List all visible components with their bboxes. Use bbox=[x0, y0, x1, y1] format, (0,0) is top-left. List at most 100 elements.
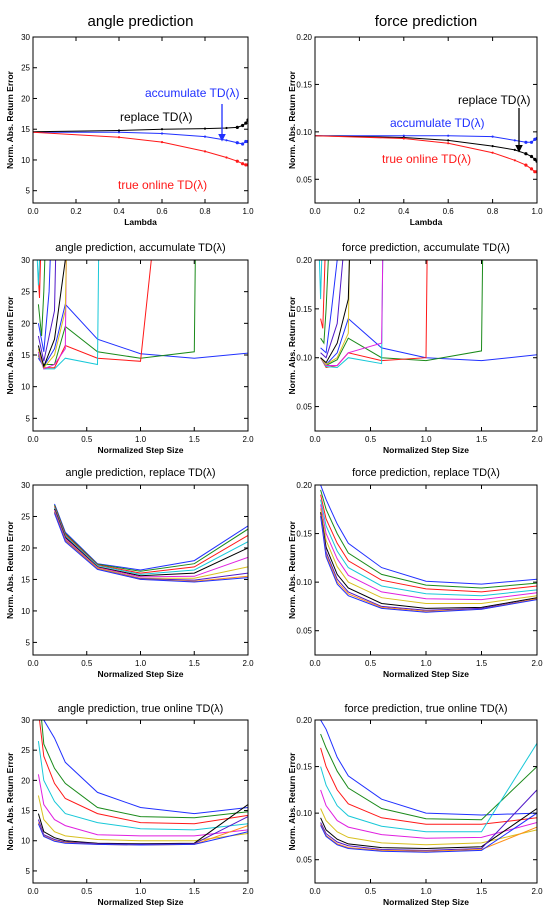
data-point bbox=[235, 141, 239, 145]
y-tick-label: 15 bbox=[21, 807, 30, 816]
chart-panel-3: force prediction, accumulate TD(λ) 0.0 0.5… bbox=[287, 242, 543, 455]
series-line-0 bbox=[43, 720, 248, 815]
plot-frame bbox=[314, 36, 538, 204]
x-tick-label: 0.4 bbox=[113, 207, 125, 216]
data-point bbox=[447, 139, 450, 142]
x-tick-label: 0.8 bbox=[487, 207, 499, 216]
x-tick-label: 0.0 bbox=[27, 887, 39, 896]
series-line-9 bbox=[320, 260, 329, 345]
series-line-1 bbox=[41, 720, 248, 819]
data-point bbox=[225, 139, 228, 142]
x-tick-label: 0.0 bbox=[309, 435, 321, 444]
y-tick-label: 5 bbox=[26, 638, 31, 647]
x-tick-label: 0.8 bbox=[199, 207, 211, 216]
x-tick-label: 1.0 bbox=[135, 435, 147, 444]
y-axis-label: Norm. Abs. Return Error bbox=[287, 296, 297, 395]
y-axis-label: Norm. Abs. Return Error bbox=[287, 520, 297, 619]
x-axis-label: Normalized Step Size bbox=[383, 669, 469, 679]
x-tick-label: 0.0 bbox=[309, 207, 321, 216]
y-tick-label: 30 bbox=[21, 256, 30, 265]
y-tick-label: 30 bbox=[21, 716, 30, 725]
y-axis-label: Norm. Abs. Return Error bbox=[287, 752, 297, 851]
series-line-6 bbox=[37, 260, 67, 369]
series-line-2 bbox=[54, 506, 248, 574]
series-line-9 bbox=[320, 812, 537, 853]
data-point bbox=[533, 157, 537, 161]
annotation-label: replace TD(λ) bbox=[120, 110, 192, 124]
y-tick-label: 5 bbox=[26, 414, 31, 423]
series-line-6 bbox=[320, 512, 537, 609]
y-tick-label: 20 bbox=[21, 94, 30, 103]
x-tick-label: 2.0 bbox=[531, 435, 543, 444]
y-tick-label: 10 bbox=[21, 837, 30, 846]
y-tick-label: 5 bbox=[26, 867, 31, 876]
series-line-10 bbox=[37, 260, 41, 299]
series-line-7 bbox=[320, 789, 537, 851]
x-tick-label: 1.5 bbox=[189, 435, 201, 444]
plot-frame bbox=[314, 484, 538, 656]
x-tick-label: 2.0 bbox=[242, 659, 254, 668]
x-tick-label: 0.5 bbox=[81, 887, 93, 896]
y-tick-label: 0.20 bbox=[296, 481, 312, 490]
series-line-5 bbox=[320, 808, 537, 846]
x-tick-label: 0.5 bbox=[81, 659, 93, 668]
series-line-2 bbox=[320, 747, 537, 825]
data-point bbox=[402, 134, 405, 137]
chart-panel-0: angle prediction 0.0 0.2 0.4 0.6 0.8 1.0 5 10 15 2… bbox=[5, 13, 254, 227]
series-line-5 bbox=[320, 508, 537, 604]
x-tick-label: 0.6 bbox=[156, 207, 168, 216]
x-tick-label: 0.0 bbox=[309, 659, 321, 668]
x-axis-label: Normalized Step Size bbox=[98, 669, 184, 679]
chart-title: angle prediction, replace TD(λ) bbox=[65, 467, 215, 479]
plot-frame bbox=[32, 36, 249, 204]
series-line-5 bbox=[54, 510, 248, 578]
data-point bbox=[447, 142, 450, 145]
data-point bbox=[117, 131, 121, 134]
data-point bbox=[524, 163, 528, 167]
data-point bbox=[241, 162, 245, 166]
y-tick-label: 0.10 bbox=[296, 578, 312, 587]
series-line-9 bbox=[37, 823, 248, 846]
y-tick-label: 0.05 bbox=[296, 856, 312, 865]
y-tick-label: 0.05 bbox=[296, 175, 312, 184]
y-tick-label: 0.20 bbox=[296, 716, 312, 725]
series-line-7 bbox=[37, 260, 57, 362]
y-tick-label: 0.20 bbox=[296, 256, 312, 265]
series-line-1 bbox=[37, 260, 196, 365]
x-tick-label: 2.0 bbox=[531, 659, 543, 668]
data-point bbox=[447, 134, 450, 137]
series-line-8 bbox=[37, 260, 51, 352]
y-axis-label: Norm. Abs. Return Error bbox=[287, 70, 297, 169]
x-tick-label: 1.0 bbox=[420, 435, 432, 444]
y-tick-label: 20 bbox=[21, 776, 30, 785]
data-point bbox=[235, 125, 239, 129]
y-tick-label: 0.15 bbox=[296, 530, 312, 539]
data-point bbox=[529, 154, 534, 159]
x-tick-label: 0.6 bbox=[443, 207, 455, 216]
y-axis-label: Norm. Abs. Return Error bbox=[5, 296, 15, 395]
series-line-3 bbox=[37, 741, 248, 831]
data-point bbox=[203, 135, 207, 138]
data-point bbox=[225, 156, 228, 159]
y-tick-label: 0.15 bbox=[296, 80, 312, 89]
series-line-2 bbox=[33, 131, 248, 166]
x-tick-label: 0.5 bbox=[365, 659, 377, 668]
series-line-9 bbox=[37, 260, 46, 337]
x-axis-label: Normalized Step Size bbox=[98, 897, 184, 907]
x-tick-label: 2.0 bbox=[242, 435, 254, 444]
x-axis-label: Normalized Step Size bbox=[383, 445, 469, 455]
annotation-label: accumulate TD(λ) bbox=[390, 116, 484, 130]
series-line-9 bbox=[54, 513, 248, 583]
y-tick-label: 25 bbox=[21, 288, 30, 297]
y-tick-label: 0.20 bbox=[296, 33, 312, 42]
x-tick-label: 1.0 bbox=[135, 887, 147, 896]
x-tick-label: 2.0 bbox=[242, 887, 254, 896]
series-line-0 bbox=[320, 485, 537, 585]
y-tick-label: 0.10 bbox=[296, 128, 312, 137]
x-tick-label: 1.5 bbox=[476, 887, 488, 896]
series-line-3 bbox=[54, 507, 248, 575]
series-line-8 bbox=[320, 260, 338, 354]
data-point bbox=[203, 127, 207, 130]
y-tick-label: 0.10 bbox=[296, 354, 312, 363]
x-tick-label: 0.0 bbox=[27, 435, 39, 444]
